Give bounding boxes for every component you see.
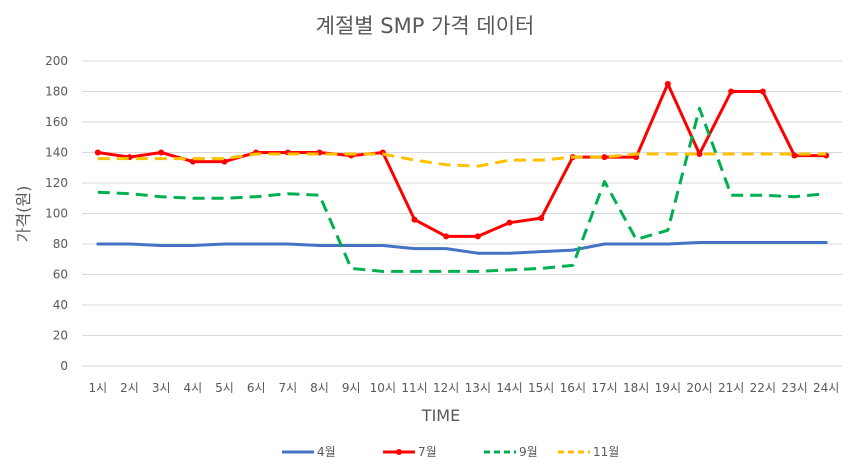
data-point (728, 88, 735, 95)
x-tick-label: 5시 (215, 381, 234, 395)
x-tick-label: 15시 (528, 381, 554, 395)
x-tick-label: 16시 (560, 381, 586, 395)
y-tick-label: 60 (53, 268, 68, 282)
x-tick-label: 1시 (88, 381, 107, 395)
series-line-1 (96, 241, 828, 255)
y-tick-label: 80 (53, 237, 68, 251)
x-tick-label: 13시 (465, 381, 491, 395)
x-tick-label: 17시 (591, 381, 617, 395)
data-point (474, 233, 481, 240)
series-line-3 (97, 106, 827, 273)
grid (82, 60, 842, 367)
x-tick-label: 20시 (686, 381, 712, 395)
legend-label: 4월 (317, 445, 336, 459)
x-tick-label: 7시 (278, 381, 297, 395)
x-tick-label: 24시 (813, 381, 839, 395)
data-point (759, 88, 766, 95)
x-tick-label: 19시 (655, 381, 681, 395)
x-tick-labels: 1시 2시 3시 4시 5시 6시 7시 8시 9시 10시 11시 12시 13시 14시 15시 16시 1… (88, 381, 839, 395)
legend-label: 9월 (519, 445, 538, 459)
x-tick-label: 22시 (750, 381, 776, 395)
legend-label: 7월 (418, 445, 437, 459)
data-point (189, 158, 196, 165)
data-point (158, 149, 165, 156)
data-point (791, 152, 798, 159)
data-point (601, 154, 608, 161)
legend: 4월 7월 9월 11월 (282, 445, 619, 459)
x-tick-label: 14시 (496, 381, 522, 395)
x-tick-label: 3시 (152, 381, 171, 395)
y-tick-label: 40 (53, 298, 68, 312)
data-point (94, 149, 101, 156)
series-line-4 (97, 152, 827, 168)
data-point (443, 233, 450, 240)
x-tick-label: 2시 (120, 381, 139, 395)
x-tick-label: 21시 (718, 381, 744, 395)
y-tick-label: 200 (45, 54, 68, 68)
x-tick-label: 12시 (433, 381, 459, 395)
legend-marker (396, 449, 402, 455)
legend-label: 11월 (593, 445, 619, 459)
y-tick-label: 160 (45, 115, 68, 129)
y-tick-label: 120 (45, 176, 68, 190)
series-line-2 (96, 82, 828, 238)
data-point (696, 151, 703, 158)
x-tick-label: 4시 (183, 381, 202, 395)
data-point (221, 158, 228, 165)
y-tick-label: 0 (60, 359, 68, 373)
y-tick-label: 20 (53, 329, 68, 343)
x-tick-label: 9시 (342, 381, 361, 395)
y-tick-label: 180 (45, 85, 68, 99)
series-lines (94, 80, 830, 273)
x-tick-label: 8시 (310, 381, 329, 395)
x-tick-label: 10시 (370, 381, 396, 395)
x-tick-label: 11시 (401, 381, 427, 395)
data-point (411, 216, 418, 223)
data-point (506, 219, 513, 226)
y-axis-label: 가격(원) (14, 186, 33, 243)
x-axis-label: TIME (421, 406, 460, 425)
y-tick-labels: 0 20 40 60 80 100 120 140 160 180 200 (45, 54, 68, 373)
y-tick-label: 140 (45, 146, 68, 160)
x-tick-label: 6시 (247, 381, 266, 395)
x-tick-label: 23시 (781, 381, 807, 395)
chart-title: 계절별 SMP 가격 데이터 (316, 14, 535, 38)
data-point (664, 80, 671, 87)
y-tick-label: 100 (45, 207, 68, 221)
data-point (538, 215, 545, 222)
x-tick-label: 18시 (623, 381, 649, 395)
